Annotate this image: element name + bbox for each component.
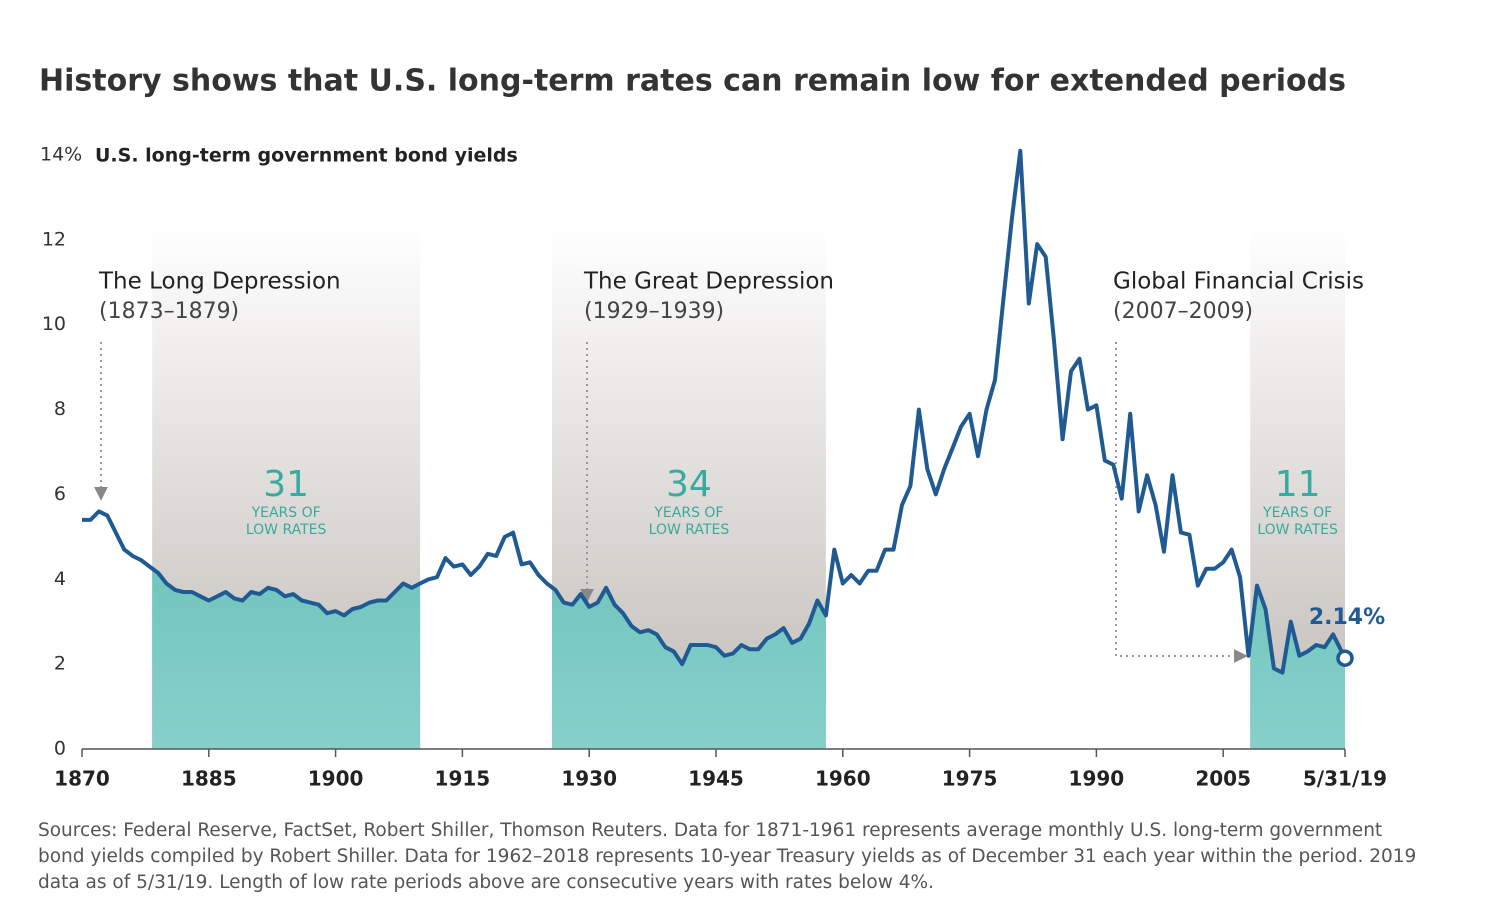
x-tick-label: 2005: [1195, 767, 1251, 791]
y-tick-label: 2: [54, 653, 66, 675]
annotation-title: The Great Depression: [583, 269, 834, 295]
end-marker: [1336, 649, 1354, 667]
period-label: LOW RATES: [1257, 522, 1338, 538]
x-tick-label: 1930: [561, 767, 617, 791]
y-tick-label: 0: [54, 738, 66, 760]
period-label: YEARS OF: [251, 505, 321, 521]
source-note: Sources: Federal Reserve, FactSet, Rober…: [38, 820, 1417, 893]
x-tick-label: 1990: [1069, 767, 1125, 791]
y-tick-label: 14%: [40, 144, 82, 166]
y-tick-label: 8: [54, 398, 66, 420]
x-tick-label: 1960: [815, 767, 871, 791]
period-count: 34: [666, 464, 712, 505]
annotation-title: Global Financial Crisis: [1113, 269, 1364, 295]
y-tick-label: 12: [42, 228, 66, 250]
period-label: YEARS OF: [1262, 505, 1332, 521]
period-label: LOW RATES: [246, 522, 327, 538]
period-label: YEARS OF: [653, 505, 723, 521]
y-tick-label: 6: [54, 483, 66, 505]
annotation-period: (1929–1939): [584, 299, 724, 324]
period-count: 31: [263, 464, 309, 505]
annotation-period: (2007–2009): [1113, 299, 1253, 324]
annotation-arrow: [1115, 342, 1248, 663]
x-tick-label: 1915: [435, 767, 491, 791]
period-count: 11: [1275, 464, 1321, 505]
x-tick-label: 1900: [308, 767, 364, 791]
yield-line: [82, 148, 1347, 675]
y-tick-label: 4: [54, 568, 66, 590]
period-label: LOW RATES: [649, 522, 730, 538]
x-tick-label: 1885: [181, 767, 237, 791]
x-tick-label: 1945: [688, 767, 744, 791]
x-tick-label: 1870: [54, 767, 110, 791]
y-axis-label: U.S. long-term government bond yields: [95, 145, 518, 167]
x-tick-label: 1975: [942, 767, 998, 791]
end-label: 2.14%: [1309, 605, 1385, 630]
y-tick-label: 10: [42, 313, 66, 335]
x-tick-label: 5/31/19: [1303, 767, 1387, 791]
chart-title: History shows that U.S. long-term rates …: [39, 64, 1346, 99]
annotation-title: The Long Depression: [98, 269, 341, 295]
annotation-period: (1873–1879): [99, 299, 239, 324]
